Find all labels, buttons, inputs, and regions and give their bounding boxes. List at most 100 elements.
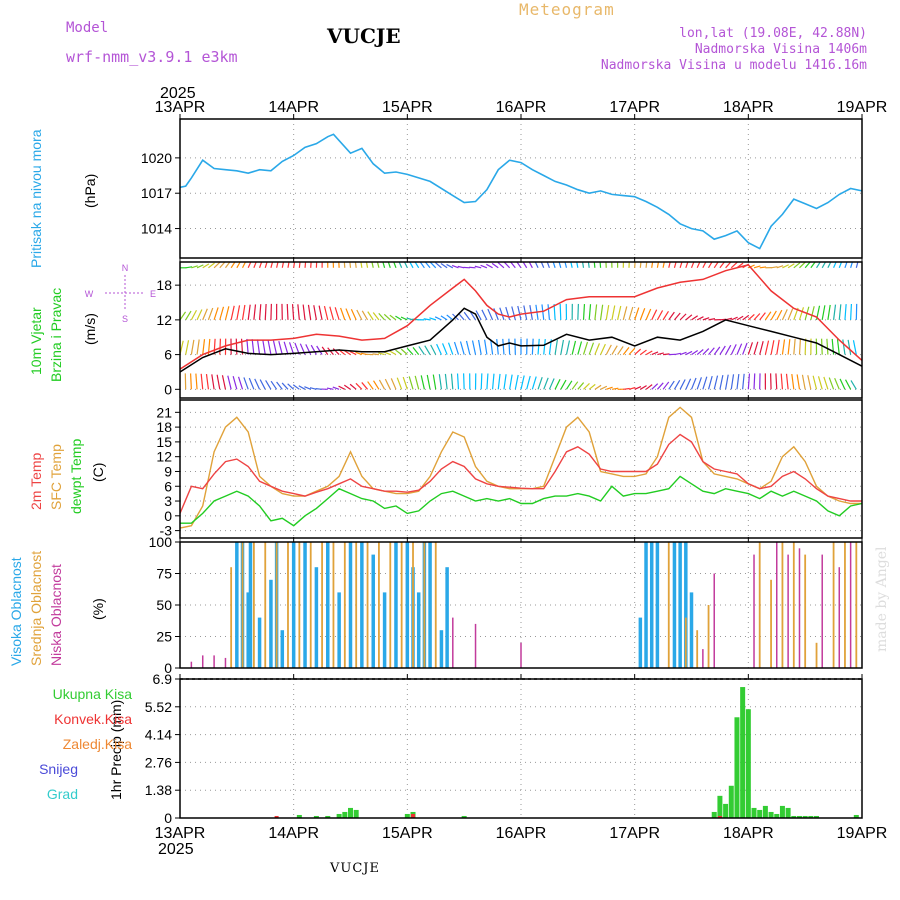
mid-cloud-bar	[287, 542, 289, 668]
wind-arrow	[791, 374, 795, 390]
wind-arrow	[270, 262, 274, 268]
wind-arrow	[307, 304, 312, 320]
high-cloud-bar	[394, 542, 398, 668]
wind-arrow	[491, 373, 495, 390]
y-tick-label: 0	[164, 810, 172, 826]
wind-arrow	[588, 383, 596, 390]
wind-arrow	[395, 349, 403, 356]
wind-arrow	[514, 374, 519, 390]
wind-arrow	[577, 382, 585, 390]
wind-arrow	[291, 304, 295, 320]
wind-arrow	[463, 373, 465, 390]
y-tick-label: 100	[149, 534, 173, 550]
low-cloud-bar	[201, 655, 204, 668]
time-label-bottom: 14APR	[268, 825, 319, 842]
wind-arrow	[656, 262, 660, 268]
wind-arrow	[552, 262, 556, 268]
y-tick-label: 6	[164, 478, 172, 494]
wind-arrow	[459, 341, 465, 355]
wind-arrow	[400, 316, 408, 321]
compass-e: E	[150, 289, 156, 299]
wind-arrow	[491, 262, 499, 269]
wind-arrow	[628, 262, 630, 268]
high-cloud-bar	[445, 567, 449, 668]
wind-arrow	[292, 384, 300, 390]
mid-cloud-bar	[264, 542, 267, 668]
wind-arrow	[213, 307, 219, 321]
compass-n: N	[122, 263, 129, 273]
y-tick-label: 1017	[141, 185, 172, 201]
wind-arrow	[673, 379, 681, 390]
wind-arrow	[486, 373, 489, 390]
wind-arrow	[446, 263, 454, 269]
wind-arrow	[502, 338, 505, 355]
wind-arrow	[409, 262, 414, 269]
total-precip-bar	[853, 814, 859, 818]
wind-arrow	[776, 339, 780, 355]
mid-cloud-bar	[366, 542, 369, 668]
wind-arrow	[564, 262, 568, 268]
footer-station: VUCJE	[330, 861, 380, 876]
wind-arrow	[378, 379, 386, 390]
wind-arrow	[691, 315, 699, 321]
wind-arrow	[531, 376, 537, 390]
wind-arrow	[583, 383, 590, 390]
total-precip-bar	[802, 815, 808, 818]
wind-arrow	[582, 341, 589, 355]
wind-arrow	[541, 304, 545, 320]
wind-arrow	[776, 309, 783, 321]
wind-arrow	[393, 262, 397, 268]
wind-arrow	[490, 339, 494, 355]
wind-arrow	[543, 339, 546, 355]
wind-arrow	[823, 376, 829, 390]
time-label-top: 18APR	[723, 99, 774, 116]
y-tick-label: 1014	[141, 221, 172, 237]
wind-arrow	[634, 307, 640, 321]
wind-arrow	[253, 304, 257, 320]
wind-speed-line	[179, 307, 863, 373]
wind-arrow	[367, 311, 374, 321]
legend-frz-rain: Zaledj.Kisa	[62, 736, 132, 752]
wind-arrow	[230, 305, 235, 320]
wind-arrow	[847, 339, 852, 355]
wind-arrow	[389, 350, 397, 356]
total-precip-bar	[313, 815, 319, 818]
mid-cloud-bar	[792, 542, 795, 668]
wind-arrow	[224, 262, 231, 269]
wind-arrow	[408, 376, 414, 390]
wind-arrow	[236, 305, 241, 320]
total-precip-bar	[353, 809, 359, 818]
wind-arrow	[576, 262, 579, 268]
time-label-bottom: 15APR	[382, 825, 433, 842]
wind-arrow	[799, 262, 806, 269]
high-cloud-bar	[280, 630, 285, 668]
model-name: wrf-nmm_v3.9.1 e3km	[66, 48, 238, 66]
wind-arrow	[764, 311, 772, 321]
wind-arrow	[605, 304, 610, 320]
conv-precip-bar	[411, 813, 416, 818]
wind-arrow	[332, 386, 340, 390]
y-tick-label: -3	[160, 523, 173, 539]
wind-arrow	[730, 262, 738, 269]
wind-arrow	[553, 304, 556, 320]
wind-arrow	[639, 262, 642, 268]
wind-arrow	[444, 373, 448, 390]
wind-arrow	[708, 262, 713, 269]
wind-arrow	[810, 262, 816, 269]
wind-arrow	[429, 317, 436, 321]
y-tick-label: 75	[156, 566, 172, 582]
wind-arrow	[349, 262, 352, 268]
high-cloud-bar	[382, 592, 387, 668]
total-precip-bar	[717, 795, 723, 818]
high-cloud-bar	[416, 592, 421, 668]
conv-precip-bar	[274, 815, 279, 818]
mid-cloud-bar	[758, 542, 761, 668]
wind-arrow	[605, 262, 607, 268]
wind-arrow	[850, 303, 853, 320]
wind-arrow	[523, 305, 528, 320]
wind-arrow	[360, 262, 363, 268]
wind-arrow	[434, 262, 442, 269]
wind-arrow	[276, 262, 279, 268]
wind-arrow	[316, 345, 323, 355]
wind-arrow	[256, 339, 261, 355]
